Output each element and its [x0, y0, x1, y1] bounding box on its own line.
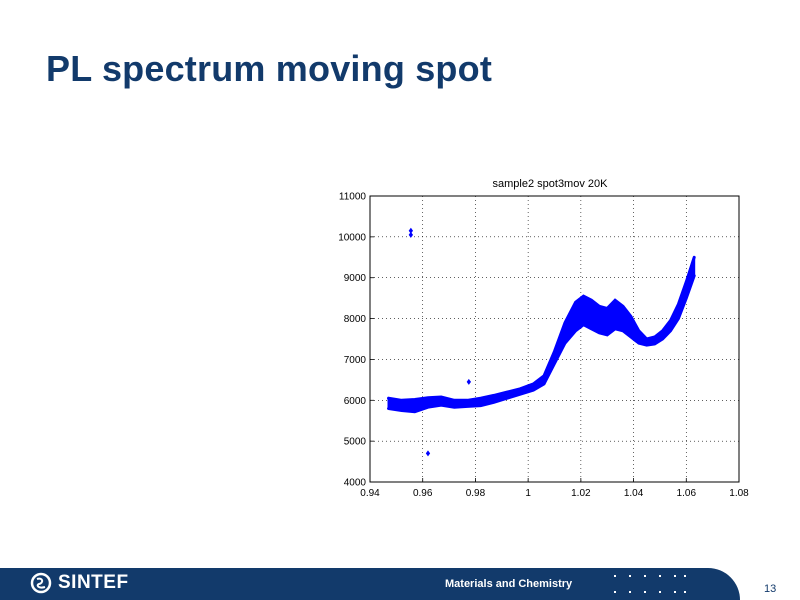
x-tick-label: 1.02	[571, 488, 591, 499]
y-tick-label: 8000	[344, 314, 367, 325]
logo-text: SINTEF	[58, 572, 129, 593]
grid-lines	[370, 196, 739, 482]
sintef-logo-icon	[30, 572, 52, 594]
chart-svg: sample2 spot3mov 20K 0.94 0.96 0.98 1 1.02 1.…	[338, 178, 749, 500]
x-tick-label: 0.98	[466, 488, 486, 499]
plot-frame	[369, 195, 740, 483]
y-tick-label: 7000	[344, 355, 367, 366]
x-tick-label: 1.06	[677, 488, 697, 499]
y-tick-label: 4000	[344, 478, 367, 489]
slide-title: PL spectrum moving spot	[46, 48, 493, 89]
decorative-dots	[614, 575, 686, 593]
sintef-logo: SINTEF	[30, 572, 129, 594]
department-label: Materials and Chemistry	[445, 578, 573, 590]
y-tick-label: 5000	[344, 437, 367, 448]
outlier-point	[425, 450, 431, 457]
y-tick-label: 9000	[344, 273, 367, 284]
y-tick-label: 11000	[339, 192, 367, 203]
page-number: 13	[764, 583, 777, 595]
data-band-lower-edge	[387, 274, 696, 414]
x-tick-label: 1.04	[624, 488, 644, 499]
y-tick-label: 6000	[344, 396, 367, 407]
y-tick-label: 10000	[338, 232, 366, 243]
tick-labels: 0.94 0.96 0.98 1 1.02 1.04 1.06 1.08 4000 5000 600…	[338, 192, 749, 500]
pl-spectrum-chart: sample2 spot3mov 20K 0.94 0.96 0.98 1 1.02 1.…	[330, 170, 750, 500]
outlier-point	[466, 378, 472, 385]
footer: SINTEF Materials and Chemistry 13	[0, 568, 800, 600]
x-tick-label: 0.94	[360, 488, 380, 499]
data-points	[387, 227, 696, 457]
x-tick-label: 0.96	[413, 488, 433, 499]
outlier-point	[408, 231, 414, 238]
chart-title: sample2 spot3mov 20K	[493, 178, 609, 190]
data-band-upper-edge	[387, 255, 696, 402]
footer-bar	[0, 568, 740, 600]
x-tick-label: 1	[525, 488, 531, 499]
data-band	[387, 256, 696, 413]
x-tick-label: 1.08	[729, 488, 749, 499]
